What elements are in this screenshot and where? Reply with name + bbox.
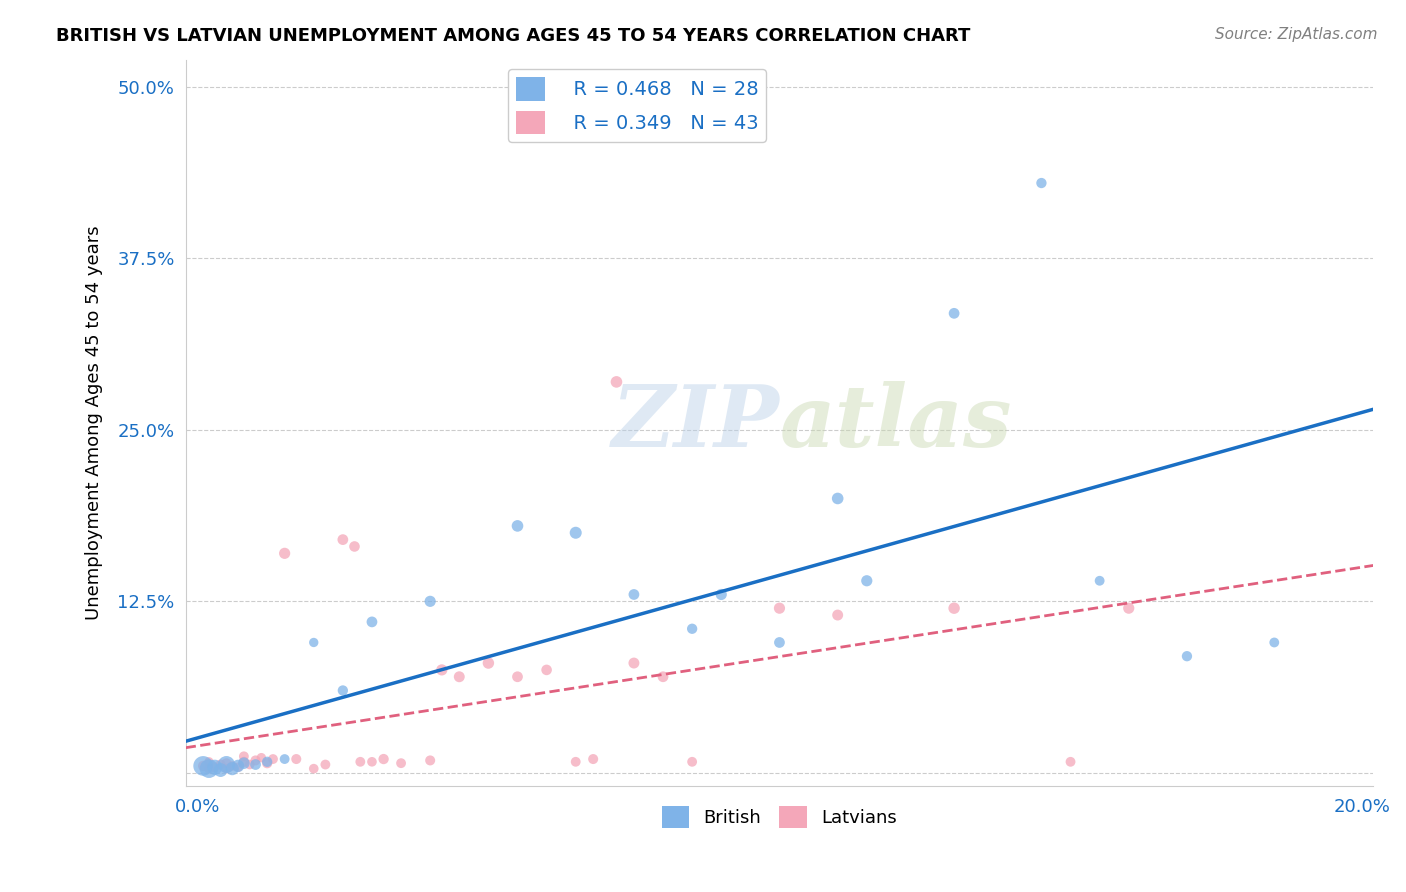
- Point: [855, 574, 877, 588]
- Point: [273, 752, 295, 766]
- Point: [245, 757, 267, 772]
- Point: [1059, 755, 1081, 769]
- Point: [1088, 574, 1111, 588]
- Point: [361, 755, 384, 769]
- Point: [430, 663, 453, 677]
- Point: [232, 749, 254, 764]
- Point: [262, 752, 284, 766]
- Point: [389, 756, 412, 771]
- Point: [652, 670, 675, 684]
- Point: [209, 757, 232, 772]
- Point: [314, 757, 336, 772]
- Point: [204, 760, 226, 774]
- Point: [768, 601, 790, 615]
- Point: [623, 656, 645, 670]
- Point: [239, 757, 262, 772]
- Point: [477, 656, 499, 670]
- Point: [226, 760, 249, 774]
- Point: [1118, 601, 1140, 615]
- Point: [221, 759, 243, 773]
- Point: [226, 759, 249, 773]
- Point: [564, 525, 586, 540]
- Point: [245, 753, 267, 767]
- Point: [343, 540, 366, 554]
- Point: [302, 635, 325, 649]
- Point: [827, 608, 849, 623]
- Point: [768, 635, 790, 649]
- Text: atlas: atlas: [779, 381, 1012, 465]
- Y-axis label: Unemployment Among Ages 45 to 54 years: Unemployment Among Ages 45 to 54 years: [86, 226, 103, 620]
- Text: ZIP: ZIP: [612, 381, 779, 465]
- Point: [232, 755, 254, 769]
- Legend: British, Latvians: British, Latvians: [655, 799, 904, 836]
- Point: [332, 533, 354, 547]
- Point: [256, 755, 278, 769]
- Point: [827, 491, 849, 506]
- Point: [209, 763, 232, 777]
- Point: [221, 762, 243, 776]
- Point: [191, 759, 214, 773]
- Point: [1031, 176, 1053, 190]
- Point: [1175, 649, 1198, 664]
- Point: [605, 375, 627, 389]
- Point: [198, 762, 221, 776]
- Point: [232, 756, 254, 771]
- Point: [710, 587, 733, 601]
- Point: [681, 622, 703, 636]
- Point: [204, 760, 226, 774]
- Point: [506, 670, 529, 684]
- Point: [302, 762, 325, 776]
- Point: [198, 755, 221, 769]
- Point: [215, 757, 238, 772]
- Point: [361, 615, 384, 629]
- Point: [582, 752, 605, 766]
- Point: [419, 753, 441, 767]
- Point: [215, 762, 238, 776]
- Point: [681, 755, 703, 769]
- Point: [285, 752, 308, 766]
- Point: [943, 306, 966, 320]
- Point: [536, 663, 558, 677]
- Point: [349, 755, 371, 769]
- Point: [256, 756, 278, 771]
- Point: [1263, 635, 1285, 649]
- Point: [273, 546, 295, 560]
- Point: [506, 519, 529, 533]
- Point: [449, 670, 471, 684]
- Point: [215, 756, 238, 771]
- Text: BRITISH VS LATVIAN UNEMPLOYMENT AMONG AGES 45 TO 54 YEARS CORRELATION CHART: BRITISH VS LATVIAN UNEMPLOYMENT AMONG AG…: [56, 27, 970, 45]
- Point: [943, 601, 966, 615]
- Point: [623, 587, 645, 601]
- Point: [332, 683, 354, 698]
- Text: Source: ZipAtlas.com: Source: ZipAtlas.com: [1215, 27, 1378, 42]
- Point: [250, 750, 273, 764]
- Point: [564, 755, 586, 769]
- Point: [191, 759, 214, 773]
- Point: [419, 594, 441, 608]
- Point: [373, 752, 395, 766]
- Point: [198, 762, 221, 776]
